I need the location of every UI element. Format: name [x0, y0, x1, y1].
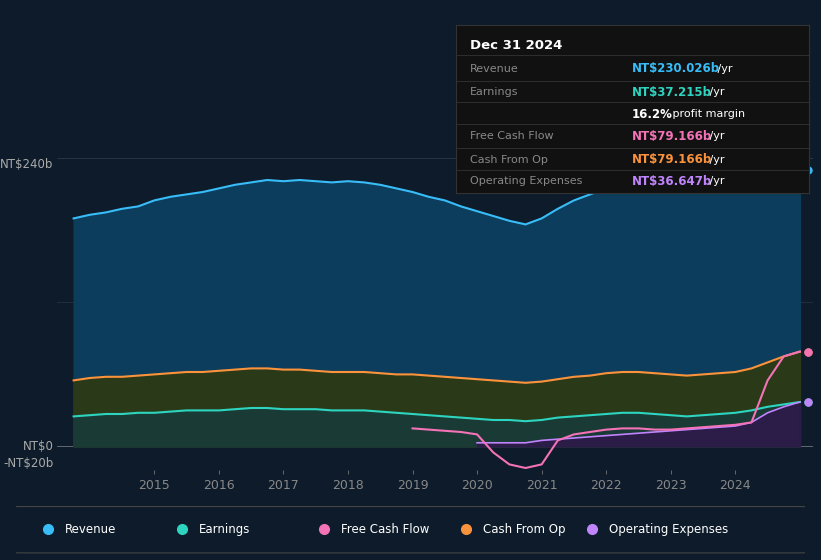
Text: /yr: /yr [706, 87, 725, 97]
Text: /yr: /yr [706, 131, 725, 141]
Text: Earnings: Earnings [470, 87, 518, 97]
Text: /yr: /yr [706, 155, 725, 165]
Text: NT$230.026b: NT$230.026b [632, 62, 720, 76]
Text: NT$79.166b: NT$79.166b [632, 129, 713, 143]
Text: Cash From Op: Cash From Op [470, 155, 548, 165]
Text: Operating Expenses: Operating Expenses [470, 176, 582, 186]
Text: NT$0: NT$0 [23, 440, 53, 453]
Text: 16.2%: 16.2% [632, 108, 673, 121]
Text: Revenue: Revenue [470, 64, 519, 74]
Text: Earnings: Earnings [200, 522, 250, 536]
Text: NT$79.166b: NT$79.166b [632, 153, 713, 166]
Text: Cash From Op: Cash From Op [483, 522, 566, 536]
Text: Free Cash Flow: Free Cash Flow [342, 522, 429, 536]
Text: Revenue: Revenue [66, 522, 117, 536]
Text: Free Cash Flow: Free Cash Flow [470, 131, 553, 141]
Text: profit margin: profit margin [669, 109, 745, 119]
Text: Operating Expenses: Operating Expenses [609, 522, 728, 536]
Text: -NT$20b: -NT$20b [3, 458, 53, 470]
Text: NT$36.647b: NT$36.647b [632, 175, 713, 188]
Text: NT$240b: NT$240b [0, 158, 53, 171]
Text: /yr: /yr [706, 176, 725, 186]
Text: /yr: /yr [713, 64, 732, 74]
Text: NT$37.215b: NT$37.215b [632, 86, 712, 99]
Text: Dec 31 2024: Dec 31 2024 [470, 39, 562, 52]
